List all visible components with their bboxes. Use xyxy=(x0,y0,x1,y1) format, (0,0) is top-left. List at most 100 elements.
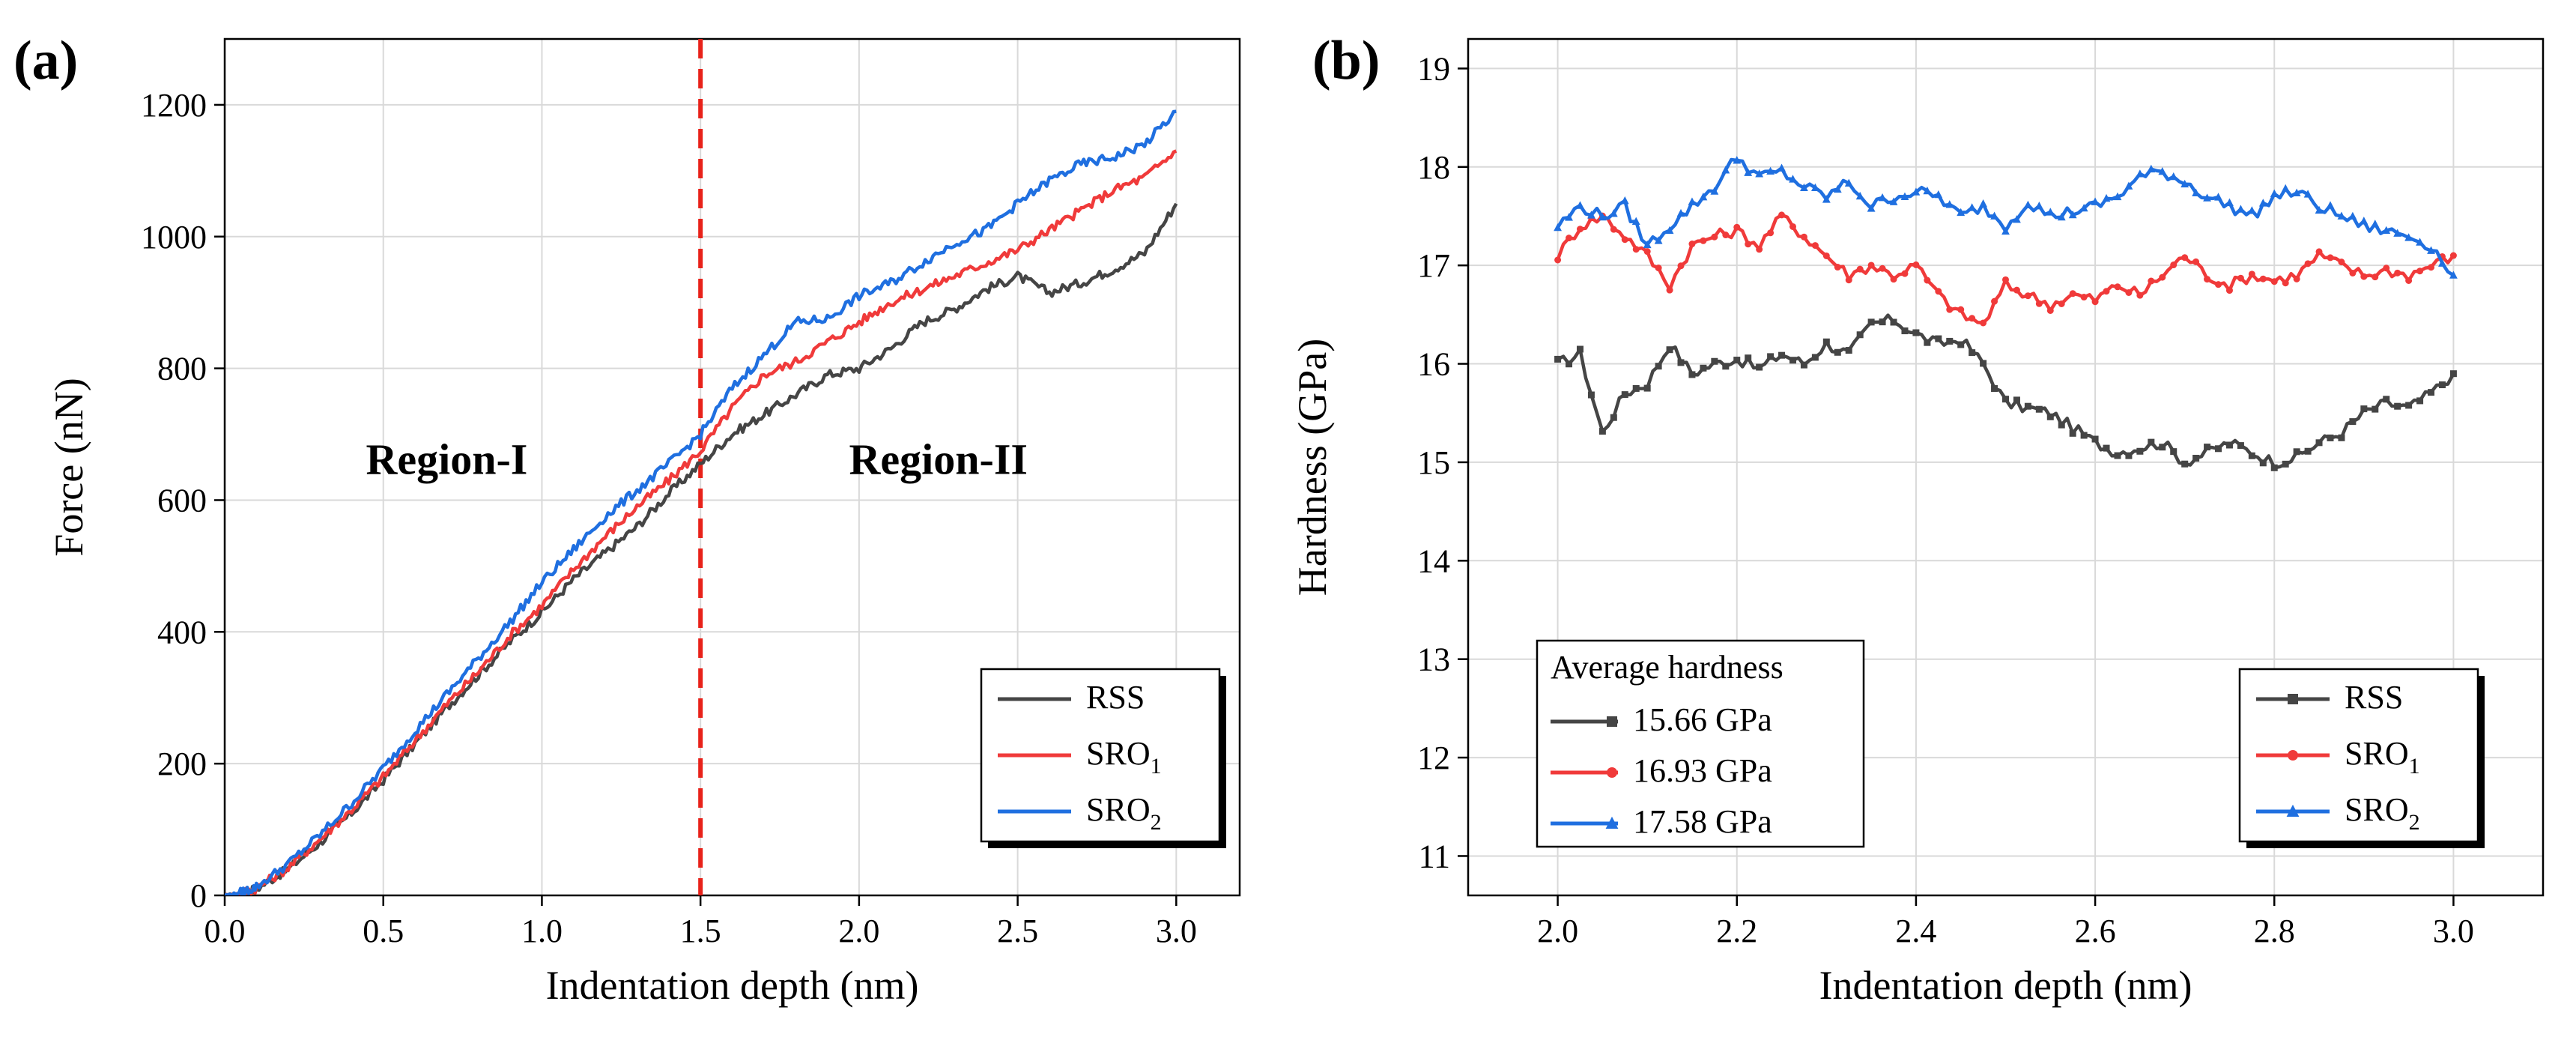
data-point-sro2 xyxy=(2303,190,2312,198)
data-point-sro1 xyxy=(2416,267,2424,275)
data-point-sro1 xyxy=(2136,291,2144,299)
data-point-sro1 xyxy=(1554,256,1562,264)
data-point-sro2 xyxy=(2326,201,2335,209)
data-point-sro1 xyxy=(2248,270,2255,278)
data-point-rss xyxy=(1621,391,1628,399)
x-tick-label: 2.5 xyxy=(997,913,1038,949)
data-point-sro1 xyxy=(2058,300,2065,307)
data-point-sro2 xyxy=(1676,208,1685,217)
y-axis-label: Hardness (GPa) xyxy=(1290,339,1335,596)
data-point-sro1 xyxy=(1879,264,1886,272)
data-point-sro2 xyxy=(2034,201,2043,210)
data-point-sro2 xyxy=(2057,212,2066,221)
data-point-sro1 xyxy=(1789,223,1796,230)
data-point-sro1 xyxy=(1677,262,1685,270)
data-point-sro2 xyxy=(2258,199,2267,207)
data-point-sro2 xyxy=(1576,201,1584,209)
y-tick-label: 400 xyxy=(157,614,207,650)
data-point-sro2 xyxy=(2337,211,2346,220)
region-i-label: Region-I xyxy=(366,435,527,483)
data-point-sro1 xyxy=(2259,275,2267,282)
plot-area xyxy=(1554,156,2458,471)
data-point-rss xyxy=(2383,396,2390,403)
x-tick-label: 2.4 xyxy=(1895,913,1936,949)
data-point-rss xyxy=(2237,442,2244,450)
data-point-sro1 xyxy=(2304,260,2312,267)
hardness-depth-chart: 2.0 2.2 2.4 2.6 2.8 3.0 11 12 13 14 15 16 17 18 19 Inde… xyxy=(1290,37,2545,1008)
data-point-rss xyxy=(2416,397,2424,405)
x-tick-label: 0.5 xyxy=(363,913,404,949)
data-point-sro2 xyxy=(2001,226,2010,235)
data-point-rss xyxy=(2438,381,2446,389)
force-depth-chart: 0.0 0.5 1.0 1.5 2.0 2.5 3.0 0 200 400 600 800 1000 12… xyxy=(46,37,1241,1008)
data-point-sro2 xyxy=(1990,211,1998,220)
data-point-sro1 xyxy=(1867,262,1875,269)
data-point-sro1 xyxy=(2046,306,2054,314)
data-point-sro1 xyxy=(1778,211,1786,219)
data-point-sro1 xyxy=(2080,294,2088,301)
data-point-rss xyxy=(2248,452,2255,459)
data-point-rss xyxy=(1789,357,1796,364)
y-tick-label: 600 xyxy=(157,482,207,519)
data-point-rss xyxy=(1767,353,1775,360)
data-point-sro1 xyxy=(2282,279,2289,287)
data-point-sro2 xyxy=(2091,197,2100,205)
data-point-sro2 xyxy=(1923,186,1932,195)
data-point-sro2 xyxy=(2270,189,2279,197)
data-point-sro1 xyxy=(2327,254,2334,262)
data-point-sro2 xyxy=(2348,211,2357,220)
data-point-rss xyxy=(2282,460,2289,468)
data-point-rss xyxy=(1901,327,1909,335)
panel-b-label: (b) xyxy=(1312,30,1380,91)
data-point-sro2 xyxy=(2393,229,2402,237)
data-point-sro2 xyxy=(2102,193,2111,202)
y-tick-label: 800 xyxy=(157,351,207,387)
data-point-sro1 xyxy=(2315,248,2323,256)
data-point-sro2 xyxy=(1631,217,1640,226)
data-point-rss xyxy=(1745,354,1752,362)
data-point-rss xyxy=(2148,438,2155,446)
data-point-sro2 xyxy=(2180,179,2189,188)
series-line-sro1 xyxy=(225,149,1178,895)
data-point-sro1 xyxy=(2225,287,2233,294)
average-hardness-value: 15.66 GPa xyxy=(1633,701,1772,738)
data-point-sro2 xyxy=(2449,270,2458,279)
x-tick-label: 2.2 xyxy=(1716,913,1757,949)
data-point-rss xyxy=(1587,391,1595,399)
data-point-sro2 xyxy=(2079,203,2088,212)
data-point-rss xyxy=(2428,389,2435,396)
data-point-rss xyxy=(1666,346,1673,354)
average-hardness-title: Average hardness xyxy=(1551,649,1783,686)
data-point-sro2 xyxy=(2046,208,2055,216)
average-hardness-value: 17.58 GPa xyxy=(1633,803,1772,840)
y-tick-label: 200 xyxy=(157,746,207,782)
average-swatch-marker xyxy=(1605,816,1619,829)
data-point-sro1 xyxy=(1856,265,1864,273)
data-point-sro1 xyxy=(1711,233,1718,241)
data-point-sro2 xyxy=(2203,193,2211,202)
data-point-sro2 xyxy=(2113,192,2122,201)
data-point-sro1 xyxy=(1722,232,1730,239)
panel-a-label: (a) xyxy=(13,30,78,91)
data-point-sro1 xyxy=(2293,275,2300,282)
data-point-rss xyxy=(2259,459,2267,467)
data-point-sro1 xyxy=(1576,226,1584,233)
data-point-rss xyxy=(1912,329,1920,336)
data-point-sro1 xyxy=(1610,226,1617,233)
data-point-rss xyxy=(1632,384,1640,392)
data-point-sro2 xyxy=(1766,166,1775,175)
data-point-sro2 xyxy=(2382,226,2391,235)
data-point-sro1 xyxy=(1632,246,1640,253)
data-point-rss xyxy=(1733,357,1741,364)
data-point-sro2 xyxy=(2237,205,2245,213)
data-point-rss xyxy=(2315,439,2323,447)
data-point-rss xyxy=(2327,434,2334,441)
x-tick-label: 2.0 xyxy=(838,913,879,949)
data-point-sro1 xyxy=(1991,297,1998,305)
data-point-rss xyxy=(1946,337,1954,345)
data-point-sro2 xyxy=(1878,193,1887,202)
data-point-sro2 xyxy=(1934,190,1943,199)
legend-label-sro2: SRO2 xyxy=(2345,791,2420,835)
data-point-sro1 xyxy=(1811,242,1819,250)
